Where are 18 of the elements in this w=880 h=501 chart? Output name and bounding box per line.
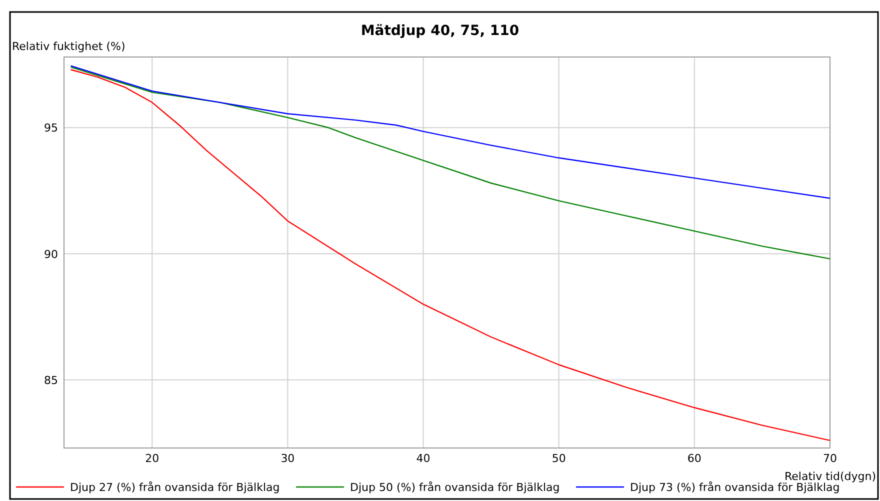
x-tick-label: 70: [823, 452, 837, 465]
line-series: [70, 66, 830, 260]
x-axis-title: Relativ tid(dygn): [784, 470, 876, 483]
y-axis-title: Relativ fuktighet (%): [12, 40, 126, 53]
legend-label: Djup 73 (%) från ovansida för Bjälklag: [630, 481, 840, 494]
x-tick-label: 60: [687, 452, 702, 465]
line-series: [70, 65, 830, 199]
y-tick-label: 90: [44, 248, 58, 261]
line-series: [70, 69, 830, 442]
x-tick-label: 50: [552, 452, 566, 465]
y-tick-label: 95: [44, 122, 58, 135]
x-tick-label: 40: [416, 452, 430, 465]
y-tick-label: 85: [44, 374, 58, 387]
x-tick-label: 20: [145, 452, 160, 465]
chart-title: Mätdjup 40, 75, 110: [360, 23, 520, 39]
legend-label: Djup 27 (%) från ovansida för Bjälklag: [70, 481, 280, 494]
legend-label: Djup 50 (%) från ovansida för Bjälklag: [350, 481, 560, 494]
x-tick-label: 30: [280, 452, 295, 465]
